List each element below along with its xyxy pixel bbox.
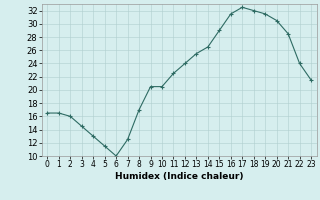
X-axis label: Humidex (Indice chaleur): Humidex (Indice chaleur) — [115, 172, 244, 181]
